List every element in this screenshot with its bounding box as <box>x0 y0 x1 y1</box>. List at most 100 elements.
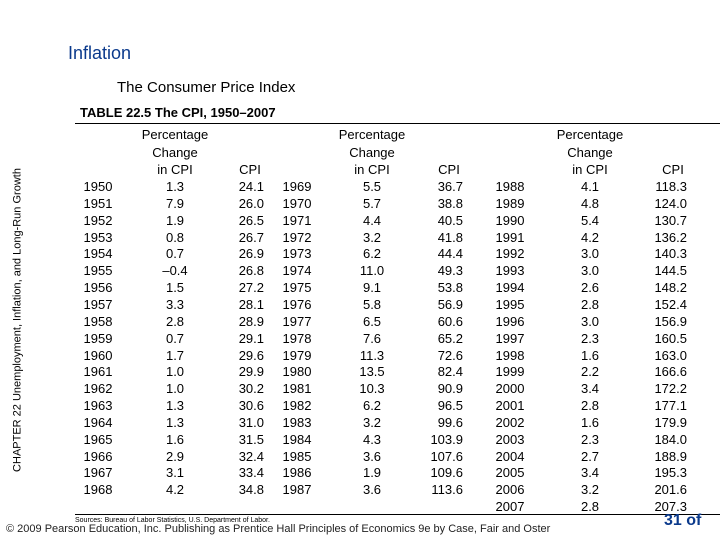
year-cell: 1970 <box>282 195 312 211</box>
year-cell: 1998 <box>495 347 525 363</box>
change-cell: 2.8 <box>580 398 600 414</box>
cpi-cell: 82.4 <box>437 364 463 380</box>
column-header: Change <box>152 144 198 160</box>
change-cell: 3.0 <box>580 263 600 279</box>
cpi-cell: 136.2 <box>654 229 687 245</box>
change-cell: 5.4 <box>580 212 600 228</box>
year-cell: 1978 <box>282 330 312 346</box>
column-header: in CPI <box>354 162 390 177</box>
change-cell: 3.0 <box>580 246 600 262</box>
cpi-cell: 30.6 <box>238 398 264 414</box>
cpi-cell: 184.0 <box>654 431 687 447</box>
change-cell: 1.6 <box>165 431 185 447</box>
cpi-cell: 144.5 <box>654 263 687 279</box>
column-header: CPI <box>662 162 684 177</box>
cpi-cell: 72.6 <box>437 347 463 363</box>
year-cell: 1961 <box>83 364 113 380</box>
change-cell: 5.8 <box>362 296 382 312</box>
cpi-cell: 172.2 <box>654 381 687 397</box>
cpi-cell: 31.0 <box>238 414 264 430</box>
copyright: © 2009 Pearson Education, Inc. Publishin… <box>6 523 551 535</box>
cpi-cell: 31.5 <box>238 431 264 447</box>
change-cell: 1.3 <box>165 179 185 194</box>
year-cell: 1974 <box>282 263 312 279</box>
change-cell: 9.1 <box>362 280 382 296</box>
column-header: Percentage <box>141 127 209 142</box>
rule <box>75 514 720 515</box>
cpi-cell: 156.9 <box>654 313 687 329</box>
change-cell: 3.4 <box>580 465 600 481</box>
change-cell: 6.2 <box>362 398 382 414</box>
year-cell: 1999 <box>495 364 525 380</box>
cpi-cell: 177.1 <box>654 398 687 414</box>
year-cell: 1955 <box>83 263 113 279</box>
change-cell: 2.8 <box>580 499 600 515</box>
year-cell: 1990 <box>495 212 525 228</box>
year-cell: 1971 <box>282 212 312 228</box>
change-cell: 3.2 <box>580 482 600 498</box>
change-cell: 7.9 <box>165 195 185 211</box>
rule <box>75 123 720 124</box>
cpi-cell: 38.8 <box>437 195 463 211</box>
year-cell: 1991 <box>495 229 525 245</box>
cpi-cell: 24.1 <box>238 179 264 194</box>
year-cell: 1993 <box>495 263 525 279</box>
cpi-cell: 49.3 <box>437 263 463 279</box>
change-cell: 3.3 <box>165 296 185 312</box>
change-cell: 10.3 <box>359 381 385 397</box>
cpi-cell: 28.1 <box>238 296 264 312</box>
change-cell: 3.4 <box>580 381 600 397</box>
cpi-cell: 44.4 <box>437 246 463 262</box>
change-cell: 4.2 <box>580 229 600 245</box>
change-cell: 3.2 <box>362 414 382 430</box>
cpi-cell: 29.6 <box>238 347 264 363</box>
cpi-cell: 26.7 <box>238 229 264 245</box>
cpi-cell: 56.9 <box>437 296 463 312</box>
column-header: Change <box>349 144 395 160</box>
change-cell: 1.3 <box>165 414 185 430</box>
change-cell: 6.5 <box>362 313 382 329</box>
year-cell: 1964 <box>83 414 113 430</box>
year-cell: 1995 <box>495 296 525 312</box>
cpi-cell: 65.2 <box>437 330 463 346</box>
cpi-cell: 130.7 <box>654 212 687 228</box>
year-cell: 1958 <box>83 313 113 329</box>
cpi-cell: 30.2 <box>238 381 264 397</box>
year-cell: 1973 <box>282 246 312 262</box>
change-cell: 4.2 <box>165 482 185 498</box>
column-header: Change <box>567 144 613 160</box>
change-cell: 2.8 <box>165 313 185 329</box>
year-cell: 1992 <box>495 246 525 262</box>
cpi-cell: 188.9 <box>654 448 687 464</box>
year-cell: 1984 <box>282 431 312 447</box>
change-cell: 5.7 <box>362 195 382 211</box>
year-cell: 1953 <box>83 229 113 245</box>
year-cell: 1960 <box>83 347 113 363</box>
year-cell: 1988 <box>495 179 525 194</box>
year-cell: 2005 <box>495 465 525 481</box>
year-cell: 2007 <box>495 499 525 515</box>
column-header: CPI <box>438 162 460 177</box>
cpi-cell: 33.4 <box>238 465 264 481</box>
change-cell: 3.1 <box>165 465 185 481</box>
cpi-cell: 163.0 <box>654 347 687 363</box>
change-cell: 2.3 <box>580 431 600 447</box>
change-cell: 1.9 <box>362 465 382 481</box>
slide-title: Inflation <box>68 43 132 63</box>
year-cell: 1989 <box>495 195 525 211</box>
year-cell: 2003 <box>495 431 525 447</box>
cpi-cell: 29.9 <box>238 364 264 380</box>
table-title: TABLE 22.5 The CPI, 1950–2007 <box>80 105 276 120</box>
cpi-cell: 26.8 <box>238 263 264 279</box>
year-cell: 1976 <box>282 296 312 312</box>
cpi-cell: 32.4 <box>238 448 264 464</box>
side-label: CHAPTER 22 Unemployment, Inflation, and … <box>11 168 24 472</box>
cpi-cell: 152.4 <box>654 296 687 312</box>
change-cell: 13.5 <box>359 364 385 380</box>
change-cell: 1.6 <box>580 414 600 430</box>
change-cell: 3.6 <box>362 482 382 498</box>
year-cell: 1982 <box>282 398 312 414</box>
cpi-cell: 118.3 <box>655 179 687 194</box>
year-cell: 1963 <box>83 398 113 414</box>
